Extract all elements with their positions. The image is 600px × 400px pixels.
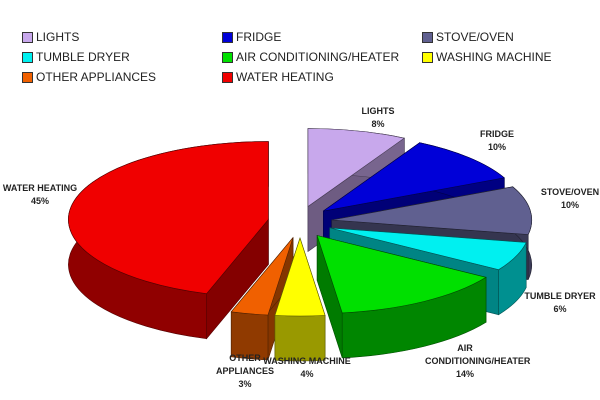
- data-label: WATER HEATING 45%: [0, 182, 90, 208]
- legend-swatch: [22, 71, 33, 83]
- data-label-name: TUMBLE DRYER: [524, 291, 596, 301]
- slice: [316, 235, 487, 359]
- slice-top: [307, 128, 406, 208]
- legend-swatch: [222, 71, 233, 83]
- legend-label: LIGHTS: [36, 30, 80, 44]
- legend-item: AIR CONDITIONING/HEATER: [222, 50, 399, 64]
- legend-item: LIGHTS: [22, 30, 79, 44]
- data-label-value: 8%: [371, 119, 385, 129]
- data-label-name: FRIDGE: [479, 129, 514, 139]
- data-label: STOVE/OVEN 10%: [520, 186, 600, 212]
- legend-label: TUMBLE DRYER: [36, 50, 130, 64]
- slice: [230, 236, 294, 361]
- data-label-name: OTHER APPLIANCES: [215, 353, 274, 376]
- slice-top: [316, 235, 487, 314]
- legend-item: FRIDGE: [222, 30, 281, 44]
- legend-label: OTHER APPLIANCES: [36, 70, 157, 84]
- data-label: AIR CONDITIONING/HEATER 14%: [425, 342, 531, 381]
- data-label-value: 45%: [30, 196, 49, 206]
- slice-top: [230, 237, 294, 316]
- legend-swatch: [222, 51, 233, 63]
- slice: [68, 141, 269, 340]
- data-label-name: STOVE/OVEN: [540, 187, 600, 197]
- data-label-value: 6%: [553, 304, 567, 314]
- data-label-name: LIGHTS: [361, 106, 395, 116]
- data-label-value: 10%: [487, 142, 506, 152]
- data-label-value: 4%: [300, 369, 314, 379]
- data-label: LIGHTS 8%: [328, 105, 428, 131]
- slice-top: [329, 227, 527, 271]
- legend-label: STOVE/OVEN: [436, 30, 514, 44]
- legend-swatch: [422, 31, 433, 43]
- data-label-name: AIR CONDITIONING/HEATER: [425, 343, 531, 366]
- legend-label: FRIDGE: [236, 30, 282, 44]
- legend-label: WASHING MACHINE: [436, 50, 552, 64]
- legend-item: WASHING MACHINE: [422, 50, 552, 64]
- legend-item: OTHER APPLIANCES: [22, 70, 156, 84]
- data-label-name: WATER HEATING: [2, 183, 78, 193]
- legend-label: WATER HEATING: [236, 70, 334, 84]
- data-label-name: WASHING MACHINE: [263, 356, 351, 366]
- legend-item: WATER HEATING: [222, 70, 334, 84]
- slice-top: [323, 142, 505, 212]
- data-label-value: 10%: [560, 200, 579, 210]
- slice-top: [274, 237, 326, 317]
- legend-label: AIR CONDITIONING/HEATER: [236, 50, 400, 64]
- slice-top: [331, 186, 533, 235]
- data-label: OTHER APPLIANCES 3%: [215, 352, 275, 391]
- legend-item: TUMBLE DRYER: [22, 50, 130, 64]
- legend-swatch: [22, 51, 33, 63]
- legend-swatch: [22, 31, 33, 43]
- data-label: FRIDGE 10%: [447, 128, 547, 154]
- legend-swatch: [222, 31, 233, 43]
- legend-swatch: [422, 51, 433, 63]
- slice: [274, 237, 326, 362]
- data-label-value: 3%: [238, 379, 252, 389]
- data-label: WASHING MACHINE 4%: [257, 355, 357, 381]
- legend-item: STOVE/OVEN: [422, 30, 514, 44]
- slice-top: [68, 141, 269, 294]
- data-label-value: 14%: [455, 369, 474, 379]
- data-label: TUMBLE DRYER 6%: [510, 290, 600, 316]
